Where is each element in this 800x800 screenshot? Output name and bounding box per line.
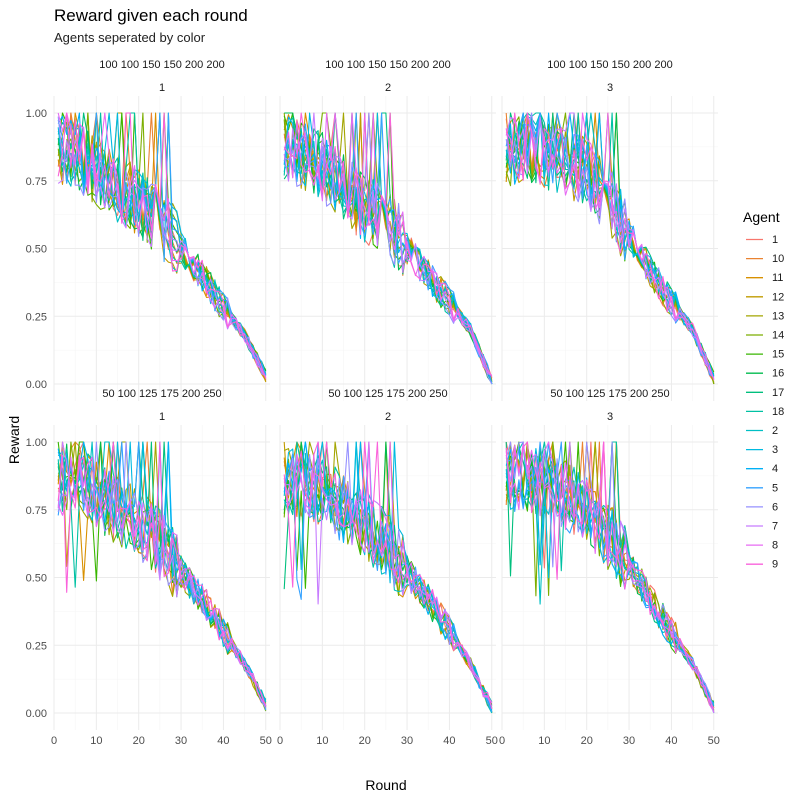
series-line-agent-7 <box>505 441 715 714</box>
legend: Agent 1 10 11 12 13 14 15 16 17 18 2 3 4 5 6 7 8 9 <box>743 209 784 571</box>
series-line-agent-9 <box>57 441 267 707</box>
legend-title: Agent <box>743 209 780 225</box>
legend-label-agent-12: 12 <box>772 291 784 303</box>
legend-label-agent-1: 1 <box>772 234 778 246</box>
legend-label-agent-18: 18 <box>772 406 784 418</box>
legend-label-agent-5: 5 <box>772 482 778 494</box>
legend-label-agent-17: 17 <box>772 387 784 399</box>
facet-strip-top: 100 100 150 150 200 200 <box>99 59 224 71</box>
legend-label-agent-11: 11 <box>772 272 783 284</box>
legend-label-agent-16: 16 <box>772 368 784 380</box>
legend-items: 1 10 11 12 13 14 15 16 17 18 2 3 4 5 6 7 8 9 <box>746 234 784 571</box>
facet-panels: 100 100 150 150 200 200 1 0.00 0.25 0.50 0.75… <box>26 59 720 747</box>
x-tick-label: 50 <box>260 735 272 747</box>
series-line-agent-6 <box>284 441 493 707</box>
x-tick-label: 0 <box>499 735 505 747</box>
facet-panel: 100 100 150 150 200 200 2 <box>279 59 496 401</box>
series-line-agent-8 <box>57 454 267 706</box>
legend-label-agent-4: 4 <box>772 463 778 475</box>
x-tick-label: 20 <box>359 735 371 747</box>
series-line-agent-9 <box>505 112 715 381</box>
y-tick-label: 0.50 <box>26 244 47 256</box>
y-tick-label: 0.25 <box>26 640 47 652</box>
facet-strip-bottom: 1 <box>159 411 165 423</box>
x-tick-label: 50 <box>486 735 498 747</box>
facet-strip-top: 100 100 150 150 200 200 <box>547 59 672 71</box>
y-tick-label: 0.00 <box>26 708 47 720</box>
series-line-agent-8 <box>283 441 493 704</box>
chart-title: Reward given each round <box>54 6 248 25</box>
x-tick-label: 10 <box>538 735 550 747</box>
x-tick-label: 0 <box>277 735 283 747</box>
x-tick-label: 40 <box>443 735 455 747</box>
series-line-agent-7 <box>57 441 267 707</box>
series-line-agent-8 <box>57 112 267 379</box>
legend-label-agent-2: 2 <box>772 425 778 437</box>
series-line-agent-9 <box>283 441 493 709</box>
series-line-agent-7 <box>505 112 715 379</box>
series-line-agent-5 <box>505 441 715 705</box>
x-tick-label: 10 <box>90 735 102 747</box>
legend-label-agent-15: 15 <box>772 349 784 361</box>
series-line-agent-2 <box>57 441 267 703</box>
facet-panel: 100 100 150 150 200 200 1 0.00 0.25 0.50 0.75… <box>26 59 270 401</box>
facet-strip-bottom: 1 <box>159 82 165 94</box>
x-tick-label: 50 <box>708 735 720 747</box>
x-tick-label: 30 <box>175 735 187 747</box>
legend-label-agent-8: 8 <box>772 540 778 552</box>
legend-label-agent-6: 6 <box>772 501 778 513</box>
facet-strip-bottom: 3 <box>607 411 613 423</box>
legend-label-agent-9: 9 <box>772 559 778 571</box>
y-axis-title: Reward <box>6 416 22 464</box>
facet-strip-top: 50 100 125 175 200 250 <box>550 388 669 400</box>
series-line-agent-8 <box>505 441 715 712</box>
x-tick-label: 30 <box>623 735 635 747</box>
series-line-agent-18 <box>57 441 267 709</box>
x-axis-title: Round <box>365 777 406 793</box>
y-tick-label: 0.00 <box>26 379 47 391</box>
facet-panel: 50 100 125 175 200 250 1 0.00 0.25 0.50 0.75 1… <box>26 388 272 747</box>
legend-label-agent-14: 14 <box>772 330 784 342</box>
y-tick-label: 1.00 <box>26 108 47 120</box>
x-tick-label: 20 <box>581 735 593 747</box>
facet-strip-bottom: 2 <box>385 82 391 94</box>
y-tick-label: 1.00 <box>26 437 47 449</box>
x-tick-label: 0 <box>51 735 57 747</box>
series-line-agent-9 <box>283 112 493 377</box>
series-line-agent-2 <box>505 441 715 714</box>
facet-strip-top: 50 100 125 175 200 250 <box>102 388 221 400</box>
facet-strip-top: 100 100 150 150 200 200 <box>325 59 450 71</box>
legend-label-agent-3: 3 <box>772 444 778 456</box>
series-line-agent-7 <box>57 126 267 378</box>
series-line-agent-9 <box>505 441 715 709</box>
chart-subtitle: Agents seperated by color <box>54 30 206 45</box>
x-tick-label: 20 <box>133 735 145 747</box>
facet-strip-top: 50 100 125 175 200 250 <box>328 388 447 400</box>
legend-label-agent-13: 13 <box>772 310 784 322</box>
facet-strip-bottom: 3 <box>607 82 613 94</box>
series-line-agent-9 <box>57 112 267 379</box>
y-tick-label: 0.25 <box>26 311 47 323</box>
y-tick-label: 0.75 <box>26 176 47 188</box>
y-tick-label: 0.50 <box>26 573 47 585</box>
x-tick-label: 40 <box>217 735 229 747</box>
x-tick-label: 40 <box>665 735 677 747</box>
y-tick-label: 0.75 <box>26 505 47 517</box>
facet-panel: 100 100 150 150 200 200 3 <box>501 59 718 401</box>
legend-label-agent-10: 10 <box>772 253 784 265</box>
x-tick-label: 10 <box>316 735 328 747</box>
facet-strip-bottom: 2 <box>385 411 391 423</box>
series-line-agent-8 <box>283 112 493 377</box>
legend-label-agent-7: 7 <box>772 521 778 533</box>
x-tick-label: 30 <box>401 735 413 747</box>
